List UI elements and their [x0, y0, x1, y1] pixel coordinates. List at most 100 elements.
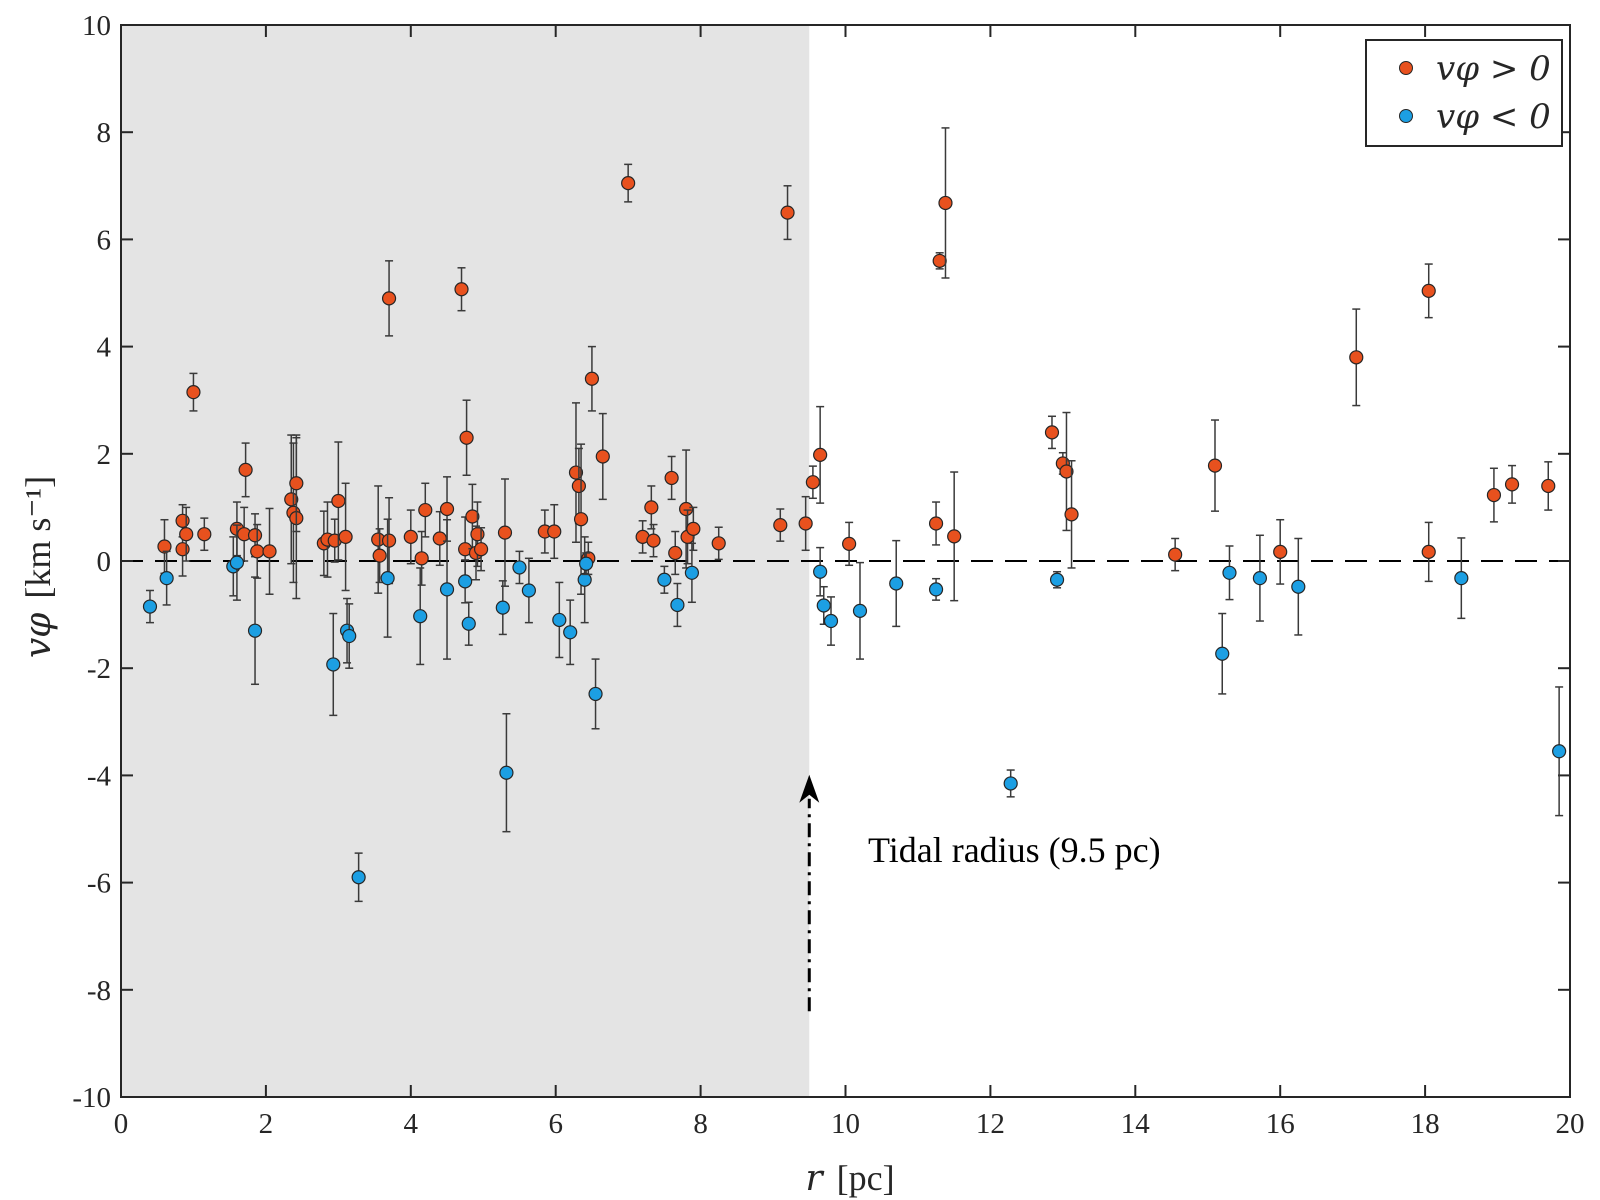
data-point — [175, 542, 190, 557]
data-point — [186, 385, 201, 400]
y-tick-label: 2 — [97, 439, 112, 471]
data-point — [1215, 646, 1230, 661]
legend-label-positive: vφ > 0 — [1436, 49, 1551, 89]
data-point — [465, 509, 480, 524]
data-point — [1454, 571, 1469, 586]
data-point — [1486, 487, 1502, 503]
data-point — [414, 551, 429, 566]
x-axis-unit: [pc] — [837, 1158, 895, 1198]
x-tick-label: 0 — [114, 1108, 129, 1140]
data-point — [1064, 507, 1079, 522]
y-tick-label: -6 — [87, 868, 111, 900]
data-point — [646, 533, 661, 548]
data-point — [250, 544, 265, 559]
data-point — [331, 493, 346, 509]
data-point — [670, 597, 685, 613]
data-point — [679, 501, 694, 517]
legend: vφ > 0 vφ < 0 — [1365, 39, 1563, 147]
data-point — [439, 501, 455, 517]
x-axis-variable: r — [805, 1158, 824, 1199]
data-point — [668, 545, 683, 561]
data-point — [947, 529, 962, 544]
data-point — [1252, 571, 1268, 586]
y-tick-label: -4 — [87, 760, 112, 792]
data-point — [289, 476, 304, 491]
data-point — [381, 291, 397, 306]
data-point — [403, 529, 418, 544]
data-point — [621, 176, 636, 191]
data-point — [644, 500, 659, 515]
data-point — [595, 449, 610, 464]
x-tick-label: 10 — [831, 1108, 860, 1140]
data-point — [338, 529, 353, 544]
data-point — [1044, 425, 1060, 440]
data-point — [473, 542, 489, 557]
tidal-radius-annotation: Tidal radius (9.5 pc) — [799, 774, 1161, 1012]
data-point — [432, 531, 447, 546]
data-point — [798, 516, 813, 531]
x-tick-label: 4 — [404, 1108, 419, 1140]
data-point — [326, 657, 341, 672]
legend-marker-positive — [1399, 61, 1413, 75]
data-point — [686, 521, 701, 536]
y-tick-label: -10 — [72, 1082, 111, 1114]
data-point — [1207, 458, 1223, 473]
data-point — [512, 560, 527, 575]
series-positive — [157, 127, 1556, 602]
data-point — [454, 282, 469, 297]
y-tick-label: 8 — [97, 117, 112, 149]
legend-label-negative: vφ < 0 — [1436, 97, 1551, 137]
data-point — [142, 599, 158, 614]
legend-marker-negative — [1399, 109, 1413, 123]
data-point — [1541, 478, 1556, 494]
data-point — [684, 565, 700, 580]
data-point — [780, 205, 795, 220]
data-point — [238, 462, 253, 477]
x-tick-label: 2 — [259, 1108, 274, 1140]
data-point — [495, 600, 510, 615]
tidal-radius-label: Tidal radius (9.5 pc) — [868, 830, 1161, 870]
data-points — [142, 127, 1567, 903]
data-point — [372, 548, 387, 563]
x-axis-ticks: 0 2 4 6 8 10 12 14 16 18 20 — [114, 25, 1585, 1140]
data-point — [773, 517, 788, 533]
data-point — [1059, 464, 1074, 479]
data-point — [470, 527, 485, 542]
y-tick-label: -8 — [87, 975, 111, 1007]
data-point — [157, 539, 172, 554]
data-point — [813, 447, 828, 462]
data-point — [1222, 565, 1237, 580]
y-axis-variable: vφ — [18, 612, 59, 658]
data-point — [938, 195, 953, 211]
y-tick-label: 4 — [97, 332, 112, 364]
data-point — [816, 598, 831, 613]
data-point — [497, 525, 513, 540]
y-axis-ticks: -10 -8 -6 -4 -2 0 2 4 6 8 10 — [72, 10, 1570, 1114]
data-point — [439, 582, 455, 597]
data-point — [657, 572, 672, 587]
data-point — [711, 536, 726, 551]
data-point — [1552, 744, 1567, 759]
data-point — [813, 564, 828, 579]
data-point — [928, 516, 944, 531]
data-point — [284, 492, 299, 507]
data-point — [889, 576, 904, 591]
x-tick-label: 20 — [1556, 1108, 1585, 1140]
data-point — [928, 582, 944, 597]
data-point — [413, 609, 428, 624]
data-point — [175, 513, 190, 528]
data-point — [179, 527, 194, 542]
y-tick-label: -2 — [87, 653, 111, 685]
data-point — [823, 613, 839, 629]
series-negative — [142, 518, 1567, 903]
data-point — [1273, 544, 1288, 559]
data-point — [380, 571, 395, 586]
data-point — [573, 512, 589, 527]
data-point — [381, 533, 397, 548]
data-point — [932, 253, 947, 268]
y-tick-label: 6 — [97, 224, 112, 256]
data-point — [418, 502, 433, 518]
data-point — [1168, 547, 1183, 562]
y-axis-unit: [km s⁻¹] — [18, 476, 58, 599]
